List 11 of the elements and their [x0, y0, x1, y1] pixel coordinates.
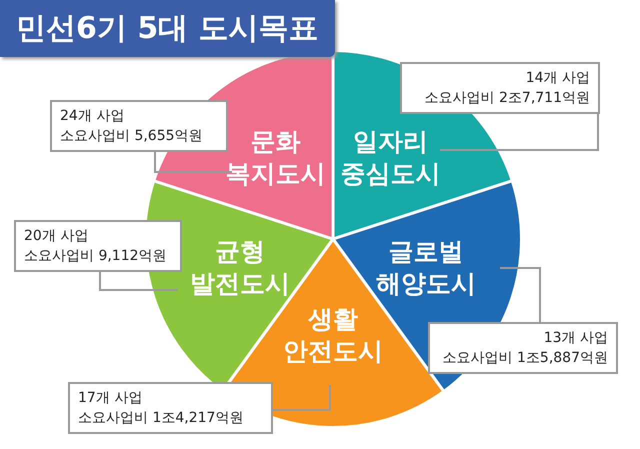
text: 17개 사업 소요사업비 1조4,217억원 — [68, 382, 273, 434]
text: 24개 사업 소요사업비 5,655억원 — [50, 100, 228, 152]
text: 14개 사업 소요사업비 2조7,711억원 — [400, 62, 600, 114]
slice-label: 문화 복지도시 — [225, 127, 326, 188]
slice-label: 일자리 중심도시 — [340, 127, 441, 188]
slice-label: 생활 안전도시 — [283, 304, 383, 366]
slice-label: 균형 발전도시 — [190, 236, 290, 298]
text: 13개 사업 소요사업비 1조5,887억원 — [428, 322, 618, 374]
text: 20개 사업 소요사업비 9,112억원 — [14, 220, 182, 272]
slice-label: 글로벌 해양도시 — [376, 236, 476, 298]
chart-title: 민선6기 5대 도시목표 — [0, 0, 335, 57]
